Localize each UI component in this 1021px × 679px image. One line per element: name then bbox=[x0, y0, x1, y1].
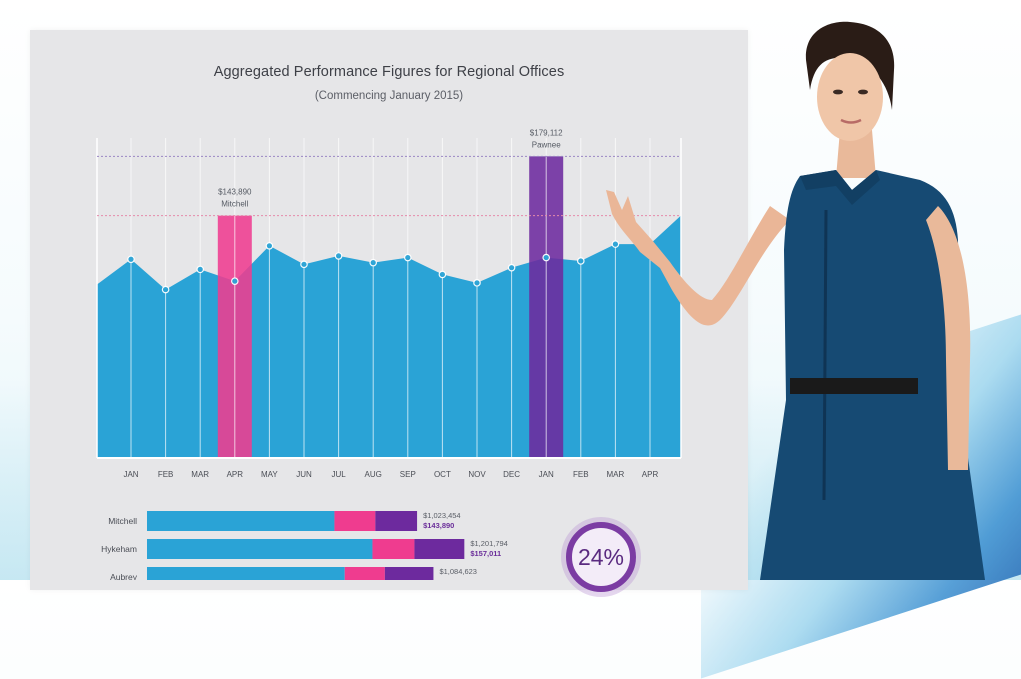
x-tick-label: APR bbox=[227, 470, 244, 479]
data-point bbox=[231, 277, 239, 285]
x-tick-label: JAN bbox=[123, 470, 138, 479]
data-point bbox=[438, 270, 447, 279]
x-tick-label: MAR bbox=[607, 470, 625, 479]
data-point bbox=[576, 257, 585, 265]
stacked-bar-segment bbox=[414, 539, 465, 559]
presenter-figure bbox=[606, 21, 985, 580]
stacked-bar-segment bbox=[344, 567, 385, 580]
chart-subtitle: (Commencing January 2015) bbox=[314, 90, 464, 102]
x-tick-label: DEC bbox=[503, 470, 520, 479]
bar-category-label: Mitchell bbox=[108, 516, 137, 526]
data-point bbox=[265, 241, 274, 250]
data-point bbox=[196, 265, 205, 274]
x-tick-label: JUN bbox=[296, 470, 312, 479]
bar-total-label: $1,201,794 bbox=[470, 539, 508, 548]
bar-total-label: $1,023,454 bbox=[423, 511, 461, 520]
data-point bbox=[403, 253, 412, 262]
data-point bbox=[507, 263, 516, 272]
x-tick-label: JAN bbox=[539, 470, 554, 479]
bar-value-label: $143,890 bbox=[423, 521, 454, 530]
data-point bbox=[300, 260, 308, 269]
stacked-bar-segment bbox=[147, 539, 373, 559]
stacked-bar-segment bbox=[372, 539, 415, 559]
highlight-name-label: Mitchell bbox=[221, 200, 248, 209]
stacked-bar-segment bbox=[334, 511, 376, 531]
stacked-bar-segment bbox=[384, 567, 434, 580]
highlight-value-label: $143,890 bbox=[218, 188, 252, 197]
stacked-bar-segment bbox=[375, 511, 418, 531]
data-point bbox=[542, 253, 551, 262]
chart-canvas: $143,890 Mitchell $179,112 Pawnee JAN FEB MAR A… bbox=[96, 128, 682, 580]
data-point bbox=[127, 255, 135, 264]
x-tick-label: OCT bbox=[434, 470, 451, 479]
data-point bbox=[161, 285, 170, 294]
x-tick-label: FEB bbox=[573, 470, 589, 479]
stacked-bar-segment bbox=[147, 511, 335, 531]
data-point bbox=[334, 252, 343, 260]
x-tick-label: SEP bbox=[400, 470, 416, 479]
x-tick-label: MAY bbox=[261, 470, 278, 479]
x-tick-label: JUL bbox=[331, 470, 346, 479]
x-tick-label: MAR bbox=[191, 470, 209, 479]
x-tick-label: AUG bbox=[365, 470, 382, 479]
x-tick-label: APR bbox=[642, 470, 659, 479]
highlight-name-label: Pawnee bbox=[532, 140, 561, 149]
bar-value-label: $157,011 bbox=[470, 549, 501, 558]
highlight-value-label: $179,112 bbox=[530, 128, 563, 137]
data-point bbox=[473, 279, 481, 287]
bar-total-label: $1,084,623 bbox=[439, 567, 477, 576]
chart-title: Aggregated Performance Figures for Regio… bbox=[213, 64, 565, 80]
bar-category-label: Aubrey bbox=[110, 572, 138, 580]
data-point bbox=[611, 240, 620, 248]
x-tick-label: FEB bbox=[158, 470, 174, 479]
stacked-bar-segment bbox=[147, 567, 345, 580]
data-point bbox=[369, 258, 378, 267]
bar-category-label: Hykeham bbox=[101, 544, 137, 554]
x-tick-label: NOV bbox=[468, 470, 486, 479]
